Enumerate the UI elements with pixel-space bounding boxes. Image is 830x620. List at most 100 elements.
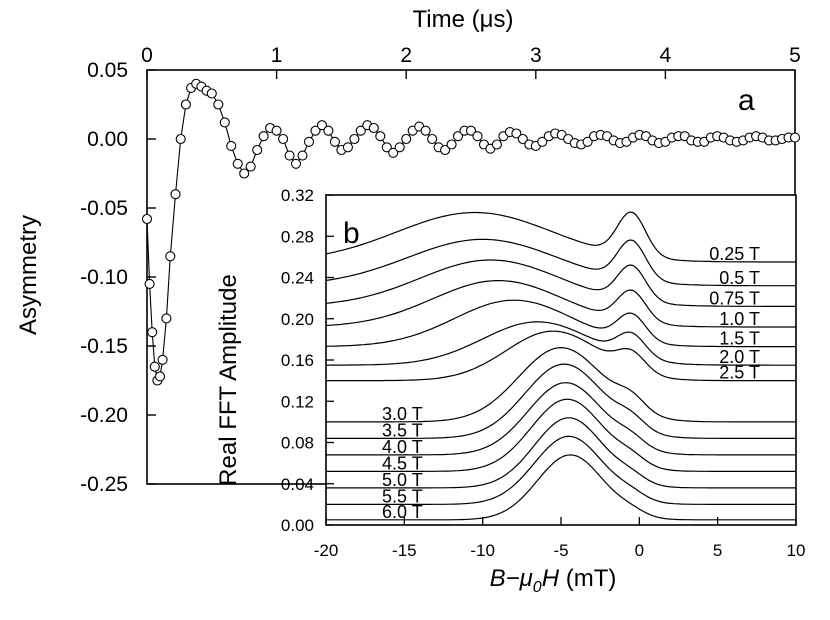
- panel-a-data-point: [303, 136, 315, 147]
- panel-b-y-axis-title: Real FFT Amplitude: [215, 274, 242, 486]
- panel-a-data-point: [226, 140, 237, 151]
- panel-b-curve: [325, 259, 796, 307]
- panel-a-data-point: [446, 139, 457, 150]
- panel-a-data-point: [154, 371, 166, 382]
- panel-a-data-point: [537, 136, 548, 147]
- panel-b-x-tick-label: -10: [470, 541, 495, 560]
- panel-a-x-tick-label: 5: [789, 44, 801, 67]
- panel-a-data-point: [239, 168, 250, 179]
- panel-a-data-point: [401, 133, 412, 145]
- panel-a-data-point: [323, 125, 334, 136]
- panel-a-data-point: [452, 131, 464, 142]
- panel-a-x-axis-title: Time (μs): [413, 6, 514, 33]
- panel-a-x-tick-label: 3: [530, 44, 542, 67]
- panel-b-field-label: 3.0 T: [382, 404, 423, 424]
- panel-b-curve: [326, 454, 796, 521]
- panel-a-y-tick-label: -0.15: [80, 335, 128, 358]
- panel-a-data-point: [213, 99, 224, 110]
- panel-b-series: 0.25 T 0.5 T0.75 T1.0 T1.5 T2.0 T2.5 T 3.0…: [325, 211, 796, 522]
- panel-b-field-label: 2.0 T: [719, 347, 760, 367]
- panel-a-data-point: [245, 161, 256, 172]
- panel-b-curve: [325, 299, 796, 348]
- panel-b-field-label: 4.5 T: [382, 453, 423, 473]
- panel-a-data-point: [170, 189, 181, 200]
- panel-b-field-label: 3.5 T: [382, 420, 423, 440]
- panel-a-y-tick-label: -0.05: [80, 197, 128, 220]
- panel-a-data-point: [440, 144, 451, 156]
- panel-a-y-tick-label: 0.05: [87, 59, 128, 82]
- panel-b-x-tick-label: 10: [787, 541, 806, 560]
- panel-b-field-label: 5.5 T: [382, 486, 423, 506]
- panel-a-data-point: [465, 125, 477, 136]
- panel-a-data-point: [180, 99, 191, 110]
- panel-b-y-tick-label: 0.04: [281, 475, 314, 494]
- panel-b-curve: [326, 363, 796, 439]
- panel-a-data-point: [149, 361, 160, 372]
- panel-b-frame: [325, 194, 797, 526]
- panel-a-y-axis-title: Asymmetry: [15, 215, 42, 335]
- panel-a-data-point: [355, 125, 366, 136]
- panel-a-data-point: [141, 213, 153, 225]
- panel-a-data-point: [297, 150, 308, 161]
- panel-b-y-tick-label: 0.00: [281, 516, 314, 535]
- panel-b-field-label: 0.25 T: [709, 244, 760, 264]
- panel-b-curve: [326, 330, 796, 382]
- panel-b-curve: [325, 238, 796, 287]
- panel-b-x-tick-label: -5: [553, 541, 568, 560]
- panel-a-data-point: [381, 142, 392, 153]
- panel-a-label: a: [738, 84, 755, 117]
- panel-b-field-label: 1.0 T: [719, 309, 760, 329]
- panel-b-field-label: 0.5 T: [719, 268, 760, 288]
- panel-a-y-tick-label: -0.20: [80, 404, 128, 427]
- panel-a-data-point: [232, 158, 243, 169]
- panel-a-data-point: [427, 133, 438, 145]
- panel-a-data-point: [342, 142, 353, 153]
- panel-a-data-point: [310, 125, 321, 136]
- panel-b-x-tick-label: 0: [635, 541, 644, 560]
- panel-b-curve: [326, 417, 796, 489]
- panel-a-x-tick-label: 2: [400, 44, 412, 67]
- panel-b-curve: [325, 280, 796, 328]
- panel-a-data-point: [206, 88, 217, 99]
- panel-a-data-point: [582, 136, 593, 147]
- panel-a-data-point: [517, 133, 528, 145]
- panel-a-data-point: [375, 131, 386, 142]
- panel-b-y-tick-label: 0.28: [281, 227, 314, 246]
- panel-b-field-label: 0.75 T: [709, 288, 760, 308]
- panel-b-field-label: 5.0 T: [382, 470, 423, 490]
- panel-a-data-point: [147, 327, 158, 338]
- panel-a-y-tick-label: 0.00: [87, 128, 128, 151]
- panel-b-y-tick-label: 0.24: [281, 269, 314, 288]
- panel-b-y-tick-label: 0.12: [281, 392, 314, 411]
- panel-b-y-ticks: 0.00 0.04 0.08 0.12 0.16 0.20 0.24 0.28 0.32: [281, 186, 334, 535]
- panel-a-data-point: [165, 251, 176, 262]
- panel-a-x-tick-label: 1: [271, 44, 283, 67]
- panel-a-data-point: [284, 150, 295, 161]
- panel-b-field-label: 6.0 T: [382, 502, 423, 522]
- panel-b-y-tick-label: 0.32: [281, 186, 314, 205]
- panel-a-data-point: [789, 132, 801, 143]
- panel-a-data-point: [219, 117, 230, 128]
- panel-a-x-tick-label: 0: [141, 44, 153, 67]
- panel-a-data-point: [420, 125, 431, 136]
- panel-b-curve: [326, 346, 796, 423]
- panel-a-y-tick-label: -0.25: [80, 473, 128, 496]
- panel-a-data-point: [144, 278, 155, 289]
- panel-a-data-point: [316, 120, 328, 131]
- panel-b-x-tick-label: -20: [314, 541, 339, 560]
- panel-b-x-tick-label: -15: [392, 541, 417, 560]
- panel-b-curve: [326, 382, 796, 456]
- panel-b-y-tick-label: 0.16: [281, 351, 314, 370]
- panel-a-data-point: [329, 136, 340, 147]
- panel-b-x-ticks: -20 -15 -10 -5 0 5 10: [314, 517, 806, 560]
- panel-b-label: b: [343, 217, 360, 250]
- panel-a: 0 1 2 3 4 5 0.05 0.00 -0.05 -0.10 -0.15 -0.20 -0.25…: [15, 6, 801, 496]
- panel-a-data-point: [472, 131, 483, 142]
- panel-a-x-ticks: 0 1 2 3 4 5: [141, 44, 801, 79]
- panel-a-y-ticks: 0.05 0.00 -0.05 -0.10 -0.15 -0.20 -0.25: [80, 59, 156, 496]
- panel-a-data-point: [491, 139, 502, 150]
- panel-b-y-tick-label: 0.08: [281, 434, 314, 453]
- panel-b-field-label: 1.5 T: [719, 329, 760, 349]
- panel-b-field-label: 4.0 T: [382, 437, 423, 457]
